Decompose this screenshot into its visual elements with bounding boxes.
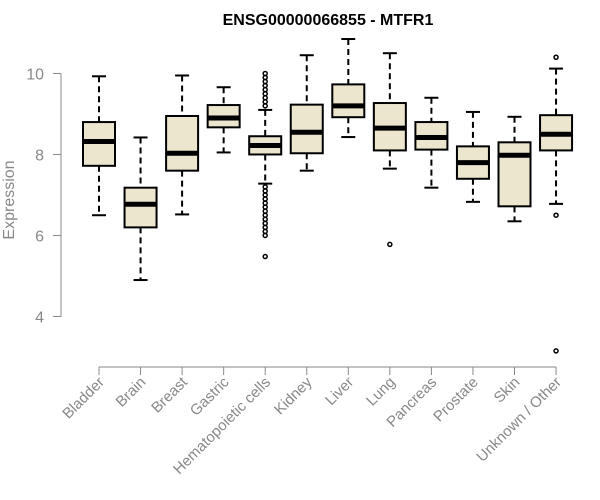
box-lung — [372, 52, 407, 248]
box-iqr — [123, 186, 158, 229]
box-pancreas — [414, 96, 449, 189]
box-brain — [123, 136, 158, 282]
x-tick-label: Lung — [363, 374, 399, 410]
box-kidney — [289, 54, 324, 172]
y-tick-label: 8 — [35, 147, 44, 164]
box-iqr — [497, 141, 532, 208]
x-tick-label: Prostate — [430, 374, 482, 426]
outlier-point — [262, 70, 268, 77]
box-iqr — [331, 83, 366, 119]
x-tick-label: Brain — [113, 374, 150, 411]
box-iqr — [165, 114, 200, 172]
box-prostate — [455, 110, 490, 203]
y-tick-label: 10 — [26, 66, 44, 83]
y-tick-label: 4 — [35, 309, 44, 326]
box-iqr — [289, 103, 324, 155]
x-tick-label: Bladder — [59, 374, 108, 423]
box-unknown-other — [539, 54, 574, 354]
box-bladder — [82, 75, 116, 217]
y-axis: 4 6 8 10 — [26, 66, 62, 326]
outlier-point — [262, 253, 268, 260]
y-axis-label: Expression — [1, 160, 18, 239]
box-liver — [331, 38, 366, 139]
box-gastric — [206, 86, 241, 154]
chart-title: ENSG00000066855 - MTFR1 — [223, 12, 434, 29]
x-tick-label: Kidney — [271, 373, 316, 418]
outlier-point — [262, 184, 268, 190]
x-tick-label: Skin — [491, 374, 524, 407]
x-tick-label: Liver — [322, 374, 357, 409]
outlier-point — [553, 212, 559, 218]
outlier-point — [553, 348, 559, 354]
x-tick-label: Breast — [148, 373, 191, 416]
outlier-point — [387, 241, 393, 248]
box-series — [82, 38, 574, 354]
box-hematopoietic-cells — [248, 70, 283, 260]
box-breast — [165, 74, 200, 216]
y-tick-label: 6 — [35, 228, 44, 245]
box-skin — [497, 115, 532, 223]
outlier-point — [553, 54, 559, 61]
